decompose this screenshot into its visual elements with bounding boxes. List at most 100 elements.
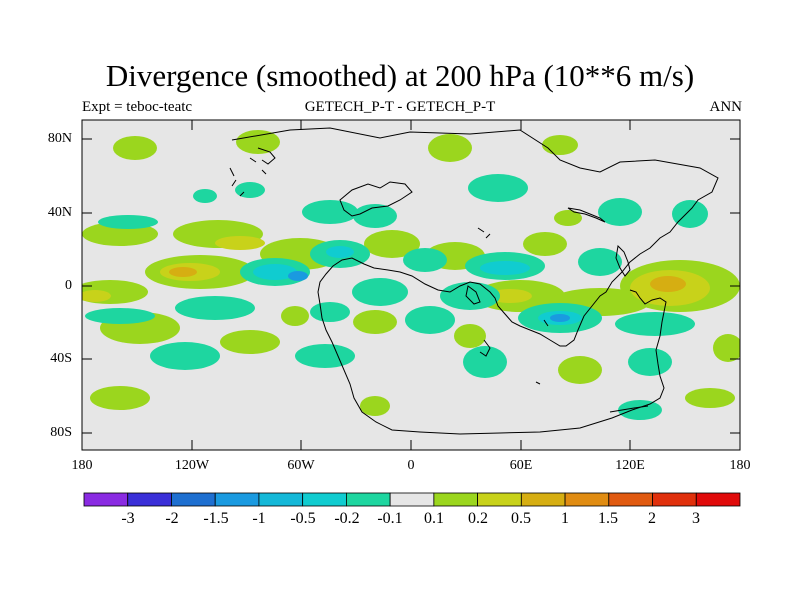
- colorbar-box: [433, 492, 479, 507]
- coastlines: [229, 127, 719, 435]
- field-blob: [428, 134, 472, 162]
- x-tick-label: 180: [71, 458, 93, 473]
- field-blob: [468, 174, 528, 202]
- map-frame: [81, 119, 741, 451]
- field-blob: [440, 282, 500, 310]
- field-blob: [302, 200, 358, 224]
- y-tick-label: 0: [65, 278, 72, 293]
- field-blob: [353, 310, 397, 334]
- field-blob: [326, 246, 354, 258]
- colorbar-label: -3: [121, 510, 135, 527]
- field-blob: [85, 308, 155, 324]
- field-blob: [98, 215, 158, 229]
- field-blob: [615, 312, 695, 336]
- x-tick-label: 120W: [174, 458, 210, 473]
- colorbar-box: [608, 492, 653, 507]
- x-tick-label: 180: [729, 458, 751, 473]
- field-blob: [550, 314, 570, 322]
- colorbar-box: [214, 492, 260, 507]
- colorbar-box: [564, 492, 610, 507]
- colorbar-label: -0.5: [290, 510, 316, 527]
- coastline-strait: [609, 405, 649, 413]
- colorbar-box: [345, 492, 391, 507]
- season-label: ANN: [709, 99, 743, 115]
- colorbar-box: [477, 492, 522, 507]
- field-blob: [685, 388, 735, 408]
- y-tick-label: 40S: [50, 351, 72, 366]
- coastline-sea: [567, 207, 606, 223]
- field-blob: [542, 135, 578, 155]
- y-tick-label: 80S: [50, 425, 72, 440]
- colorbar-box: [389, 492, 435, 507]
- field-blob: [220, 330, 280, 354]
- field-blob: [558, 356, 602, 384]
- field-blob: [454, 324, 486, 348]
- colorbar-label: -2: [165, 510, 179, 527]
- colorbar-label: 1.5: [598, 510, 618, 527]
- field-blob: [193, 189, 217, 203]
- field-blob: [236, 130, 280, 154]
- colorbar-label: 0.2: [468, 510, 488, 527]
- x-tick-label: 120E: [615, 458, 645, 473]
- field-blob: [672, 200, 708, 228]
- colorbar-box: [695, 492, 741, 507]
- field-blob: [554, 210, 582, 226]
- y-tick-label: 40N: [47, 205, 72, 220]
- colorbar-label: -1: [252, 510, 266, 527]
- field-blob: [463, 346, 507, 378]
- x-tick-label: 60W: [287, 458, 315, 473]
- field-blob: [288, 271, 308, 281]
- field-blob: [215, 236, 265, 250]
- colorbar-label: -1.5: [203, 510, 229, 527]
- model-label: GETECH_P-T - GETECH_P-T: [304, 99, 496, 115]
- x-tick-label: 60E: [509, 458, 533, 473]
- field-blob: [713, 334, 740, 362]
- colorbar-box: [171, 492, 216, 507]
- y-tick-label: 80N: [47, 131, 72, 146]
- field-blob: [364, 230, 420, 258]
- colorbar-label: 2: [648, 510, 656, 527]
- field-blob: [578, 248, 622, 276]
- field-blob: [90, 386, 150, 410]
- field-blob: [598, 198, 642, 226]
- colorbar-box: [652, 492, 697, 507]
- field-blob: [295, 344, 355, 368]
- colorbar-label: 0.1: [424, 510, 444, 527]
- field-blob: [618, 400, 662, 420]
- field-blob: [253, 264, 297, 280]
- field-blob: [523, 232, 567, 256]
- colorbar-box: [83, 492, 129, 507]
- field-blob: [281, 306, 309, 326]
- field-blob: [628, 348, 672, 376]
- field-blob: [310, 302, 350, 322]
- field-blob: [175, 296, 255, 320]
- colorbar-box: [302, 492, 347, 507]
- colorbar-label: 0.5: [511, 510, 531, 527]
- colorbar-box: [127, 492, 172, 507]
- divergence-field: [82, 130, 740, 420]
- field-blob: [650, 276, 686, 292]
- field-blob: [353, 204, 397, 228]
- coastline-islands: [229, 157, 549, 385]
- colorbar-label: -0.2: [334, 510, 360, 527]
- coastline-arc: [257, 147, 276, 165]
- coastline-inner-north: [339, 181, 413, 217]
- field-blob: [235, 182, 265, 198]
- colorbar-label: -0.1: [377, 510, 403, 527]
- field-blob: [405, 306, 455, 334]
- field-blob: [150, 342, 220, 370]
- field-blob: [82, 290, 111, 302]
- coastline-south-arc: [479, 339, 491, 357]
- coastline-island: [465, 285, 481, 305]
- field-blob: [113, 136, 157, 160]
- colorbar-box: [258, 492, 304, 507]
- field-blob: [403, 248, 447, 272]
- plot-title: Divergence (smoothed) at 200 hPa (10**6 …: [105, 58, 695, 93]
- field-blob: [360, 396, 390, 416]
- colorbar-box: [520, 492, 566, 507]
- field-blob: [480, 261, 530, 275]
- colorbar: [83, 492, 741, 507]
- colorbar-label: 3: [692, 510, 700, 527]
- x-tick-label: 0: [407, 458, 415, 473]
